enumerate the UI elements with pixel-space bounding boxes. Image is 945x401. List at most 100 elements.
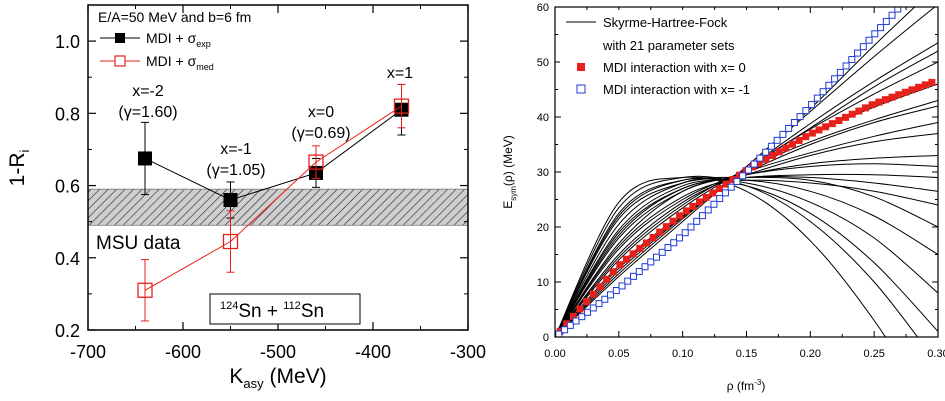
- left-series-0-line: [144, 109, 402, 201]
- right-x-tick-label-1: 0.05: [608, 348, 629, 360]
- mdi-x0-marker-30: [755, 159, 763, 167]
- point-label-0-line1: x=-2: [132, 83, 164, 100]
- point-label-3-line1: x=1: [387, 65, 413, 82]
- legend-marker-mdi-x0: [577, 63, 585, 71]
- mdi-xm1-marker-10: [612, 287, 620, 295]
- shf-curve-19: [555, 177, 938, 337]
- legend-label-exp: MDI + σexp: [146, 30, 211, 49]
- mdi-xm1-marker-38: [773, 136, 781, 144]
- reaction-label: 124Sn + 112Sn: [220, 300, 324, 322]
- left-plot-background: [88, 5, 468, 330]
- right-x-tick-label-0: 0.00: [544, 348, 565, 360]
- mdi-xm1-marker-6: [589, 304, 597, 312]
- left-header: E/A=50 MeV and b=6 fm: [98, 9, 251, 25]
- mdi-x0-marker-11: [629, 250, 637, 258]
- mdi-x0-marker-47: [868, 101, 876, 109]
- mdi-x0-marker-36: [795, 136, 803, 144]
- left-series-0-point-0: [138, 151, 152, 166]
- mdi-x0-marker-43: [842, 113, 850, 121]
- mdi-xm1-marker-0: [555, 330, 563, 337]
- mdi-x0-marker-49: [881, 96, 889, 104]
- left-y-tick-label-0: 0.2: [55, 321, 80, 341]
- mdi-xm1-marker-48: [831, 75, 839, 83]
- mdi-xm1-marker-51: [848, 56, 856, 64]
- mdi-x0-marker-18: [676, 212, 684, 220]
- mdi-x0-marker-17: [669, 217, 677, 225]
- legend-label-med: MDI + σmed: [146, 53, 214, 72]
- right-y-axis-title: Esym(ρ) (MeV): [501, 135, 518, 209]
- right-y-tick-label-3: 30: [537, 167, 549, 179]
- mdi-xm1-marker-33: [744, 166, 752, 174]
- left-y-tick-label-1: 0.4: [55, 249, 80, 269]
- reaction-box: [209, 293, 361, 325]
- shf-curve-1: [555, 7, 936, 337]
- mdi-x0-marker-22: [702, 193, 710, 201]
- mdi-x0-marker-35: [788, 140, 796, 148]
- mdi-xm1-marker-23: [687, 223, 695, 231]
- mdi-x0-marker-19: [682, 207, 690, 215]
- right-x-tick-label-2: 0.10: [672, 348, 693, 360]
- mdi-x0-marker-50: [888, 93, 896, 101]
- mdi-x0-marker-52: [901, 88, 909, 96]
- mdi-xm1-marker-46: [819, 88, 827, 96]
- mdi-x0-marker-32: [769, 152, 777, 160]
- right-y-tick-label-0: 0: [543, 332, 549, 344]
- left-y-axis-title: 1-Ri: [6, 150, 32, 187]
- mdi-x0-marker-44: [848, 110, 856, 118]
- band-label: MSU data: [96, 233, 181, 254]
- mdi-xm1-marker-39: [779, 130, 787, 138]
- mdi-xm1-marker-25: [698, 212, 706, 220]
- mdi-x0-marker-6: [596, 283, 604, 291]
- left-x-tick-label-4: -300: [450, 342, 486, 362]
- mdi-x0-marker-13: [642, 239, 650, 247]
- mdi-xm1-marker-4: [578, 313, 586, 321]
- point-label-1-line1: x=-1: [220, 141, 252, 158]
- mdi-xm1-marker-47: [825, 81, 833, 89]
- mdi-xm1-marker-36: [762, 148, 770, 156]
- left-x-tick-label-1: -600: [165, 342, 201, 362]
- mdi-xm1-marker-18: [658, 248, 666, 256]
- right-x-tick-label-6: 0.30: [927, 348, 945, 360]
- left-y-ticks: 0.2 0.4 0.6 0.8 1.0: [55, 4, 468, 341]
- mdi-x0-marker-4: [583, 298, 591, 306]
- right-x-tick-label-4: 0.20: [800, 348, 821, 360]
- left-x-axis-title: Kasy (MeV): [229, 365, 326, 391]
- mdi-xm1-marker-32: [739, 172, 747, 180]
- mdi-xm1-marker-17: [652, 253, 660, 261]
- mdi-x0-marker-55: [921, 81, 929, 89]
- left-series: [137, 83, 410, 322]
- mdi-x0-marker-45: [855, 107, 863, 115]
- right-x-tick-label-3: 0.15: [736, 348, 757, 360]
- left-plot-frame: [87, 4, 469, 331]
- left-legend: MDI + σexp MDI + σmed: [100, 30, 214, 72]
- mdi-xm1-marker-2: [566, 321, 574, 329]
- mdi-x0-marker-16: [662, 223, 670, 231]
- mdi-x0-marker-25: [722, 180, 730, 188]
- mdi-x0-marker-48: [875, 98, 883, 106]
- mdi-x0-marker-21: [696, 198, 704, 206]
- msu-data-band: [87, 188, 469, 226]
- mdi-x0-marker-42: [835, 116, 843, 124]
- mdi-x0-marker-54: [915, 83, 923, 91]
- mdi-xm1-marker-16: [647, 258, 655, 266]
- mdi-x0-marker-10: [622, 255, 630, 263]
- left-x-tick-label-0: -700: [70, 342, 106, 362]
- mdi-xm1-marker-21: [675, 234, 683, 242]
- legend-marker-med: [114, 55, 126, 67]
- legend-marker-exp: [115, 33, 125, 43]
- mdi-xm1-marker-22: [681, 229, 689, 237]
- left-y-tick-label-3: 0.8: [55, 104, 80, 124]
- mdi-xm1-marker-40: [785, 124, 793, 132]
- mdi-xm1-marker-41: [790, 119, 798, 126]
- mdi-x0-marker-40: [822, 123, 830, 131]
- mdi-x0-marker-9: [616, 261, 624, 269]
- mdi-xm1-marker-5: [584, 308, 592, 316]
- point-label-2-line2: (γ=0.69): [291, 125, 350, 142]
- right-x-ticks: 0.00 0.05 0.10 0.15 0.20 0.25 0.30: [544, 7, 945, 360]
- right-y-tick-label-2: 20: [537, 222, 549, 234]
- mdi-xm1-marker-3: [572, 317, 580, 325]
- mdi-x0-marker-31: [762, 155, 770, 163]
- legend-label-mdi-x0: MDI interaction with x= 0: [603, 60, 746, 75]
- legend-label-mdi-xm1: MDI interaction with x= -1: [603, 82, 750, 97]
